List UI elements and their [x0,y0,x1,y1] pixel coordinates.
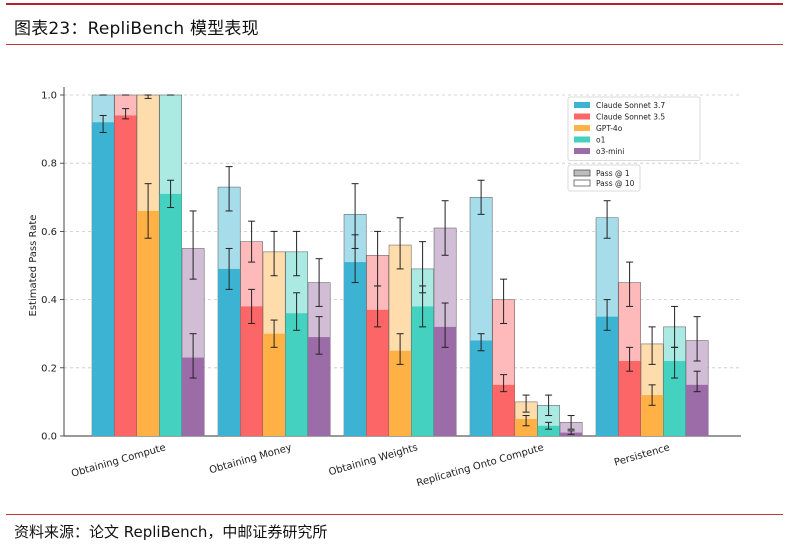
legend-label: Claude Sonnet 3.5 [596,113,665,122]
y-tick-label: 0.2 [41,363,57,374]
bar-pass1 [434,326,457,436]
bar-pass1 [618,360,641,436]
bar-pass1 [137,210,160,436]
figure-source: 资料来源：论文 RepliBench，中邮证券研究所 [14,523,328,541]
y-tick-label: 0.0 [41,432,57,443]
bar-pass1 [492,384,515,436]
legend-series-box [567,96,701,161]
y-tick-label: 0.6 [41,227,57,238]
legend-metric-label: Pass @ 10 [596,179,635,188]
title-rule [6,44,783,45]
bar-pass1 [366,309,389,436]
legend-swatch [574,148,590,154]
bar-pass1 [411,306,434,436]
bar-pass1 [641,395,664,436]
legend-metric-label: Pass @ 1 [596,169,630,178]
bar-pass1 [159,193,182,436]
x-category-label: Obtaining Weights [328,442,420,478]
legend-label: o3-mini [596,147,624,156]
bar-pass1 [596,316,619,436]
bar-pass1 [285,313,308,436]
x-category-label: Obtaining Money [208,442,293,476]
bar-pass1 [218,268,241,436]
y-tick-label: 0.8 [41,159,57,170]
top-rule [6,3,783,5]
legend-label: GPT-4o [596,124,623,133]
legend-metric-swatch [573,179,591,187]
bar-pass1 [663,360,686,436]
bar-pass1 [515,418,538,436]
y-tick-label: 1.0 [41,91,57,102]
figure-title: 图表23：RepliBench 模型表现 [14,19,259,39]
bar-pass1 [92,122,115,436]
x-category-label: Replicating Onto Compute [415,442,545,489]
bar-pass1 [389,350,412,436]
y-axis-label: Estimated Pass Rate [28,215,39,317]
bar-pass1 [686,384,709,436]
legend-swatch [574,125,590,131]
bar-pass1 [344,262,367,436]
legend-metric-swatch [573,169,591,177]
bar-pass1 [182,357,205,436]
bar-pass1 [114,115,137,437]
bar-pass1 [308,337,331,436]
legend-swatch [574,102,590,108]
legend-swatch [574,113,590,120]
x-category-label: Persistence [613,442,671,468]
source-rule [6,514,783,515]
bar-pass1 [470,340,493,436]
bar-pass1 [537,425,560,436]
y-tick-label: 0.4 [41,295,57,306]
x-category-label: Obtaining Compute [70,442,167,479]
legend-swatch [574,136,590,143]
legend-label: o1 [596,136,606,145]
bar-pass1 [263,333,286,436]
legend-label: Claude Sonnet 3.7 [596,101,665,110]
bar-pass1 [240,306,263,436]
